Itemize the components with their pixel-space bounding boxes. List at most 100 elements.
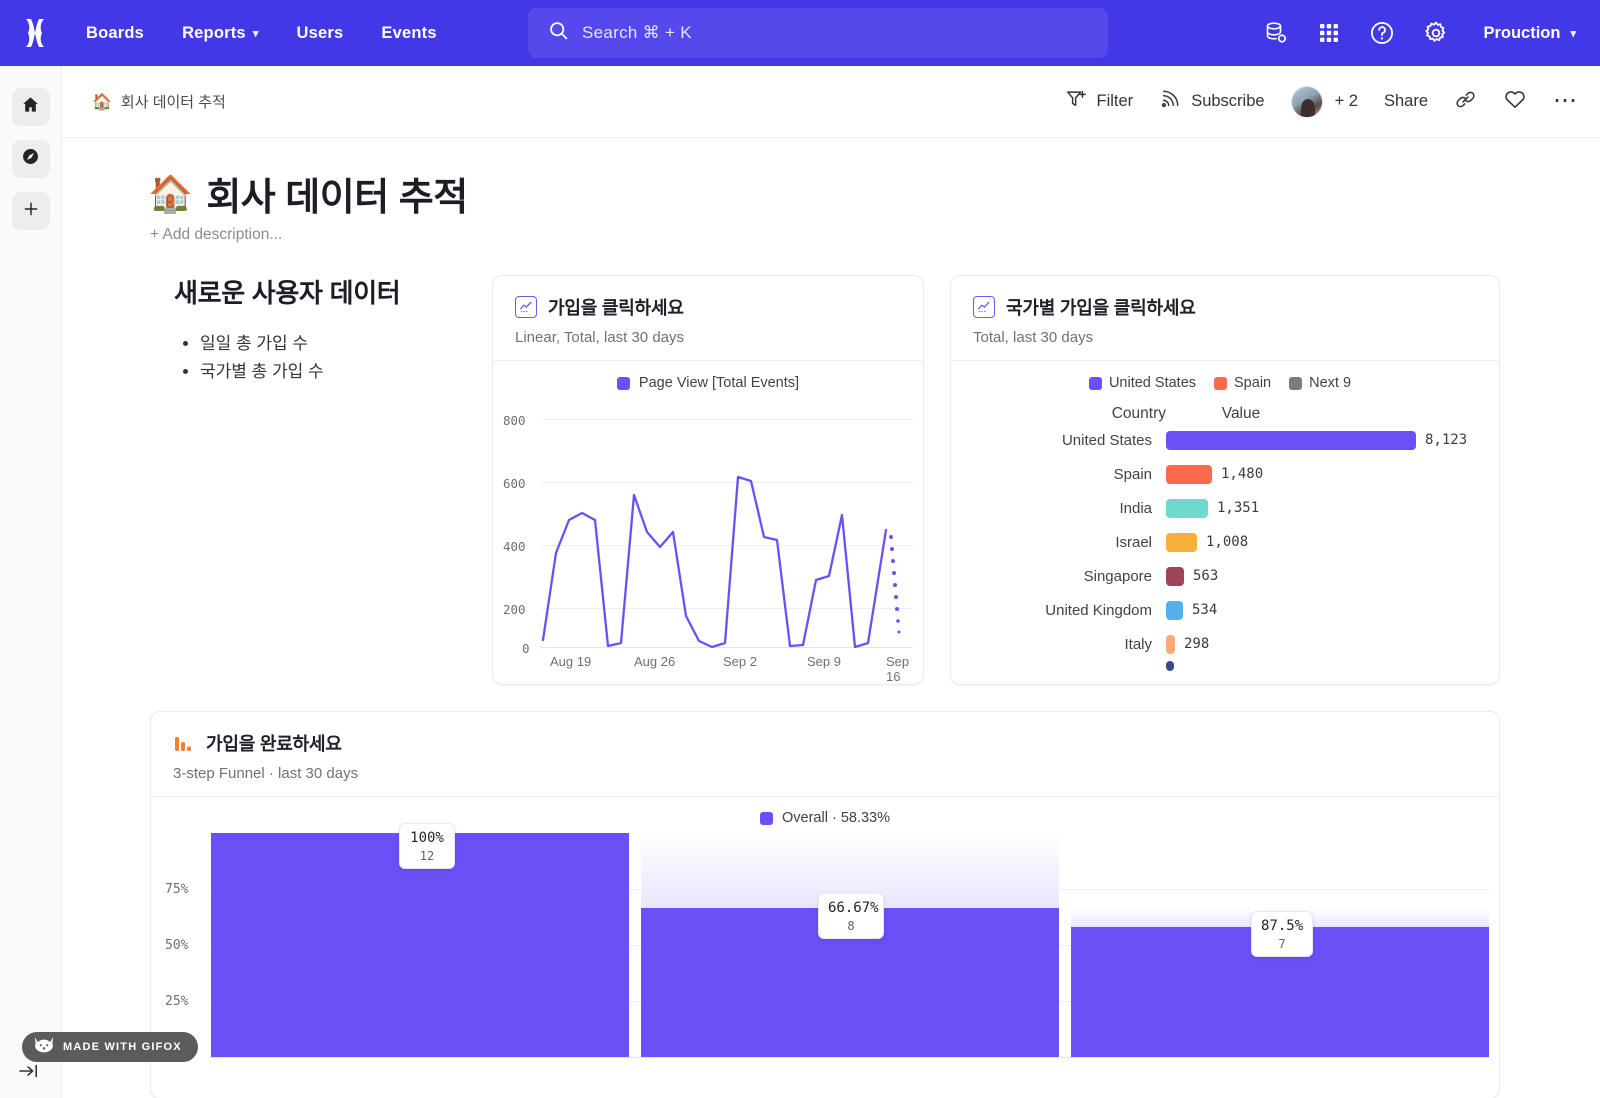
legend-swatch xyxy=(1088,376,1102,390)
more-options-button[interactable]: ⋯ xyxy=(1553,87,1578,115)
grid-apps-icon[interactable] xyxy=(1317,21,1341,45)
chart-legend[interactable]: Overall · 58.33% xyxy=(151,797,1499,826)
row-bar xyxy=(1166,566,1184,586)
share-button[interactable]: Share xyxy=(1384,92,1428,111)
favorite-button[interactable] xyxy=(1503,87,1527,116)
table-row[interactable]: India 1,351 xyxy=(951,491,1499,525)
card-header: 가입을 완료하세요 3-step Funnel · last 30 days xyxy=(151,712,1499,796)
house-emoji-icon: 🏠 xyxy=(92,93,112,111)
chevron-down-icon: ▾ xyxy=(252,27,259,40)
projection-dots xyxy=(889,535,901,634)
filter-button[interactable]: Filter xyxy=(1065,88,1133,115)
gifox-label: MADE WITH GIFOX xyxy=(63,1041,182,1053)
help-circle-icon[interactable] xyxy=(1369,20,1395,46)
legend-entry-next-9[interactable]: Next 9 xyxy=(1289,375,1351,391)
x-axis-tick: Sep 2 xyxy=(723,654,757,669)
row-bar xyxy=(1166,532,1197,552)
row-bar xyxy=(1166,430,1416,450)
divider xyxy=(493,360,923,361)
row-value: 8,123 xyxy=(1425,432,1468,448)
nav-link-reports[interactable]: Reports ▾ xyxy=(182,24,258,43)
funnel-bar-step-1[interactable] xyxy=(211,833,629,1057)
row-bar-group: 8,123 xyxy=(1166,430,1468,450)
nav-link-boards[interactable]: Boards xyxy=(86,24,144,43)
table-row[interactable]: Israel 1,008 xyxy=(951,525,1499,559)
column-header-value: Value xyxy=(1221,405,1261,422)
bar-chart-icon xyxy=(173,732,195,754)
line-chart-icon xyxy=(973,296,995,318)
house-emoji-icon: 🏠 xyxy=(148,172,193,214)
chart-card-signup-funnel[interactable]: 가입을 완료하세요 3-step Funnel · last 30 days O… xyxy=(150,711,1500,1098)
table-row[interactable]: United States 8,123 xyxy=(951,423,1499,457)
x-axis-tick: Sep 16 xyxy=(886,654,910,684)
rail-item-home[interactable] xyxy=(11,88,50,126)
add-description-button[interactable]: + Add description... xyxy=(150,226,283,243)
row-country-label: Singapore xyxy=(1083,567,1152,585)
chart-legend[interactable]: Page View [Total Events] xyxy=(493,361,923,391)
nav-link-users[interactable]: Users xyxy=(297,24,344,43)
funnel-label-step-1: 100% 12 xyxy=(399,823,455,869)
legend-entry-spain[interactable]: Spain xyxy=(1214,375,1271,391)
gear-icon[interactable] xyxy=(1423,20,1449,46)
board-canvas: 🏠 회사 데이터 추적 + Add description... 새로운 사용자… xyxy=(62,138,1600,1098)
row-bar-group: 563 xyxy=(1166,566,1218,586)
card-title-text: 국가별 가입을 클릭하세요 xyxy=(1006,298,1196,318)
page-title[interactable]: 🏠 회사 데이터 추적 xyxy=(148,166,468,221)
chart-card-signups-line[interactable]: 가입을 클릭하세요 Linear, Total, last 30 days Pa… xyxy=(492,275,924,685)
legend-label: Next 9 xyxy=(1309,375,1352,391)
funnel-count: 12 xyxy=(419,849,435,863)
nav-link-events[interactable]: Events xyxy=(381,24,436,43)
line-series-path xyxy=(541,475,901,649)
rail-item-explore[interactable] xyxy=(11,140,50,178)
row-bar-group: 534 xyxy=(1166,600,1218,620)
line-chart-icon xyxy=(515,296,537,318)
fox-icon xyxy=(34,1036,54,1058)
legend-label: Spain xyxy=(1234,375,1272,391)
y-axis-tick: 0 xyxy=(522,641,530,656)
collaborators-extra-count: + 2 xyxy=(1334,92,1358,110)
row-country-label: United Kingdom xyxy=(1045,601,1152,619)
funnel-percent: 100% xyxy=(410,830,444,846)
y-axis-tick: 400 xyxy=(503,539,526,554)
amplitude-logo[interactable] xyxy=(0,17,70,49)
rail-collapse-button[interactable] xyxy=(18,1062,40,1084)
divider xyxy=(951,360,1499,361)
org-name-label: Prouction xyxy=(1483,23,1561,42)
legend-swatch xyxy=(616,376,630,390)
subscribe-button[interactable]: Subscribe xyxy=(1159,88,1265,115)
row-bar-group: 1,351 xyxy=(1166,498,1259,518)
org-switcher[interactable]: Prouction ▾ xyxy=(1483,24,1576,43)
table-row[interactable]: Spain 1,480 xyxy=(951,457,1499,491)
gridline xyxy=(541,482,913,483)
search-input[interactable]: Search ⌘ + K xyxy=(528,8,1108,58)
copy-link-button[interactable] xyxy=(1454,88,1477,116)
text-widget: 새로운 사용자 데이터 일일 총 가입 수 국가별 총 가입 수 xyxy=(174,273,504,386)
card-title-row: 가입을 클릭하세요 xyxy=(515,294,901,320)
list-item: 국가별 총 가입 수 xyxy=(200,358,504,386)
link-icon xyxy=(1454,88,1477,116)
breadcrumb-label: 회사 데이터 추적 xyxy=(120,94,226,111)
heart-icon xyxy=(1503,87,1527,116)
chart-card-signups-by-country[interactable]: 국가별 가입을 클릭하세요 Total, last 30 days United… xyxy=(950,275,1500,685)
breadcrumb[interactable]: 🏠 회사 데이터 추적 xyxy=(92,91,226,112)
legend-entry-united-states[interactable]: United States xyxy=(1088,375,1196,391)
x-axis-tick: Aug 26 xyxy=(634,654,676,669)
database-gear-icon[interactable] xyxy=(1263,20,1289,46)
legend-swatch xyxy=(1214,376,1228,390)
chevron-down-icon: ▾ xyxy=(1570,27,1576,40)
collaborators[interactable]: + 2 xyxy=(1290,85,1358,118)
card-header: 가입을 클릭하세요 Linear, Total, last 30 days xyxy=(493,276,923,360)
row-value: 534 xyxy=(1192,602,1218,618)
rail-item-add[interactable] xyxy=(11,192,50,230)
funnel-label-step-3: 87.5% 7 xyxy=(1251,911,1313,957)
card-title-row: 가입을 완료하세요 xyxy=(173,730,1477,756)
axis-line xyxy=(209,1057,1489,1058)
row-country-label: Italy xyxy=(1124,635,1152,653)
table-row[interactable]: Singapore 563 xyxy=(951,559,1499,593)
chart-legend[interactable]: United States Spain Next 9 xyxy=(951,361,1499,391)
y-axis-tick: 50% xyxy=(165,938,189,953)
row-bar xyxy=(1166,464,1212,484)
table-row-clipped[interactable] xyxy=(951,661,1499,671)
table-row[interactable]: Italy 298 xyxy=(951,627,1499,661)
table-row[interactable]: United Kingdom 534 xyxy=(951,593,1499,627)
